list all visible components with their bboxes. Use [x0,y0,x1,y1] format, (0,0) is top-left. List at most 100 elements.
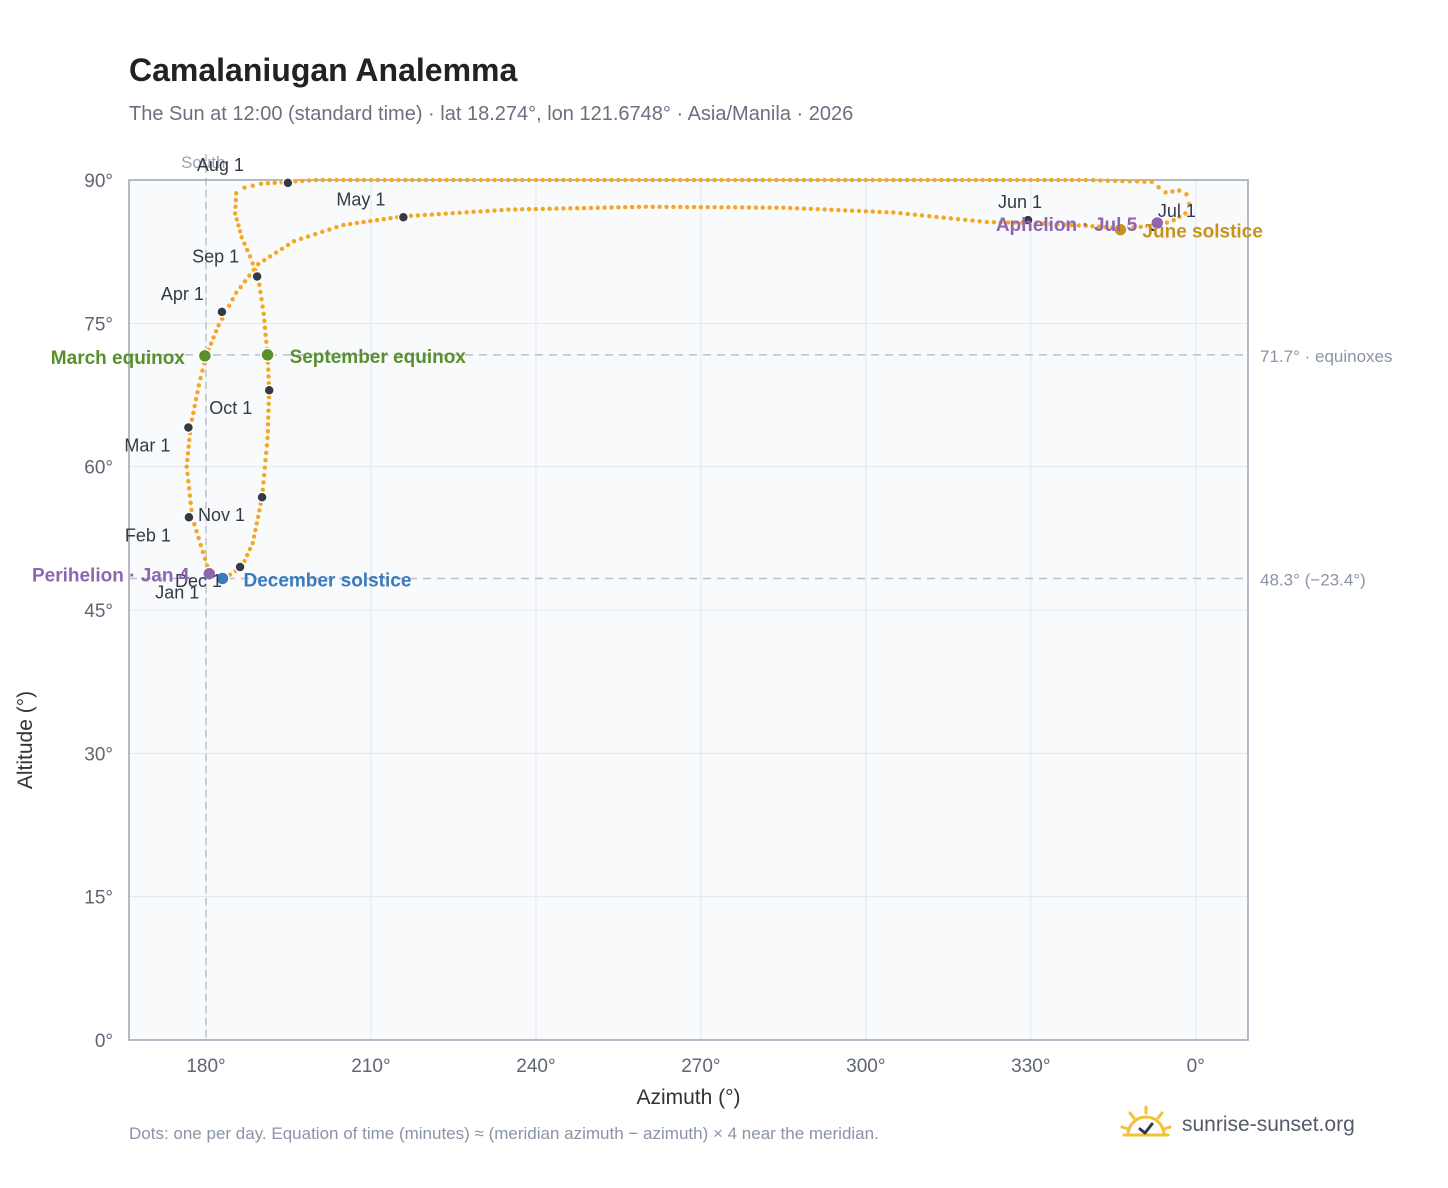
month-label: Jul 1 [1158,201,1196,221]
analemma-day-dot [1149,179,1154,185]
analemma-day-dot [239,235,244,240]
analemma-day-dot [767,205,772,210]
analemma-day-dot [416,177,422,183]
analemma-day-dot [959,177,965,183]
analemma-day-dot [822,207,827,212]
analemma-day-dot [678,204,683,210]
analemma-day-dot [691,204,697,210]
analemma-day-dot [1042,177,1047,183]
analemma-day-dot [188,500,193,506]
analemma-day-dot [1131,224,1136,230]
analemma-day-dot [200,549,206,555]
analemma-day-dot [266,394,272,400]
analemma-day-dot [671,177,676,183]
event-label: March equinox [51,348,186,369]
analemma-day-dot [258,181,264,187]
analemma-day-dot [1138,224,1143,230]
analemma-day-dot [263,450,269,456]
analemma-day-dot [334,225,339,230]
analemma-day-dot [794,206,800,211]
analemma-day-dot [705,177,710,183]
analemma-day-dot [932,177,937,183]
analemma-day-dot [781,205,786,210]
analemma-day-dot [829,177,834,183]
analemma-day-dot [973,177,979,183]
analemma-day-dot [1096,224,1102,229]
analemma-day-dot [1170,189,1175,194]
analemma-day-dot [245,247,250,253]
analemma-day-dot [629,204,635,210]
analemma-day-dot [334,177,339,183]
analemma-day-dot [1048,221,1053,227]
analemma-day-dot [262,465,268,470]
analemma-day-dot [247,254,253,259]
analemma-day-dot [664,177,669,183]
month-dot [397,211,410,224]
analemma-day-dot [801,177,807,183]
analemma-day-dot [485,208,490,214]
analemma-day-dot [202,556,208,562]
analemma-day-dot [264,339,269,345]
analemma-day-dot [1163,190,1168,195]
analemma-day-dot [581,177,587,183]
analemma-day-dot [451,177,456,183]
analemma-day-dot [657,177,662,183]
analemma-day-dot [918,177,924,183]
x-tick-label: 210° [351,1056,390,1077]
analemma-day-dot [293,179,298,184]
analemma-day-dot [815,207,820,212]
analemma-day-dot [980,177,985,183]
month-label: Mar 1 [124,435,170,455]
analemma-day-dot [636,177,642,183]
month-label: Sep 1 [192,247,239,267]
analemma-day-dot [234,290,239,295]
analemma-day-dot [242,558,247,564]
analemma-day-dot [464,177,470,183]
analemma-day-dot [1014,177,1020,183]
month-label: Jun 1 [998,192,1042,212]
month-dot [182,421,195,434]
analemma-day-dot [643,177,649,183]
analemma-day-dot [368,177,374,183]
analemma-day-dot [320,177,326,183]
analemma-day-dot [526,206,532,212]
analemma-day-dot [746,205,752,210]
analemma-day-dot [257,508,262,513]
analemma-day-dot [219,316,225,321]
analemma-day-dot [849,208,855,213]
analemma-day-dot [684,204,690,210]
analemma-day-dot [506,177,511,183]
analemma-day-dot [719,205,724,210]
analemma-day-dot [1076,177,1082,183]
analemma-day-dot [245,552,250,558]
month-label: Jan 1 [155,583,199,603]
analemma-day-dot [200,368,205,373]
analemma-day-dot [254,521,259,526]
analemma-day-dot [602,205,607,210]
analemma-day-dot [320,229,325,235]
month-label: May 1 [336,189,385,209]
analemma-day-dot [436,211,441,217]
analemma-day-dot [533,177,539,183]
event-label: Perihelion · Jan 4 [32,566,190,587]
y-tick-label: 15° [84,888,113,909]
brand-link[interactable]: sunrise-sunset.org [1120,1100,1355,1150]
analemma-day-dot [361,219,366,225]
analemma-day-dot [1007,177,1013,183]
analemma-day-dot [912,212,918,217]
analemma-day-dot [354,220,360,226]
analemma-day-dot [1164,220,1170,225]
analemma-day-dot [187,437,192,443]
analemma-day-dot [409,177,415,183]
analemma-day-dot [526,177,532,183]
analemma-day-dot [934,214,939,220]
analemma-day-dot [194,528,199,534]
analemma-day-dot [1001,177,1006,183]
analemma-day-dot [260,487,265,493]
analemma-day-dot [354,177,360,183]
analemma-day-dot [911,177,917,183]
analemma-day-dot [977,219,982,224]
analemma-day-dot [843,177,848,183]
month-label: Nov 1 [198,505,245,525]
